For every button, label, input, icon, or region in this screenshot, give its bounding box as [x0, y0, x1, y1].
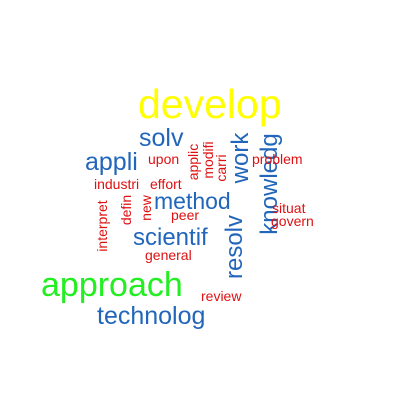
word-review: review	[201, 288, 242, 304]
word-new: new	[138, 195, 154, 221]
word-govern: govern	[271, 213, 314, 229]
word-applic: applic	[185, 143, 201, 181]
word-defin: defin	[118, 194, 134, 226]
word-carri: carri	[213, 154, 229, 182]
word-general: general	[145, 247, 192, 263]
word-resolv: resolv	[221, 214, 248, 280]
word-develop: develop	[138, 81, 282, 127]
word-method: method	[154, 188, 231, 214]
word-peer: peer	[171, 207, 200, 223]
word-effort: effort	[150, 176, 182, 192]
word-industri: industri	[94, 176, 140, 192]
word-interpret: interpret	[94, 200, 110, 252]
word-upon: upon	[148, 151, 180, 167]
word-solv: solv	[139, 124, 184, 152]
word-problem: problem	[252, 151, 303, 167]
word-appli: appli	[85, 148, 138, 176]
word-technolog: technolog	[97, 302, 206, 330]
word-work: work	[227, 132, 254, 184]
word-scientif: scientif	[133, 224, 208, 251]
word-situat: situat	[272, 200, 306, 216]
word-approach: approach	[41, 266, 183, 304]
